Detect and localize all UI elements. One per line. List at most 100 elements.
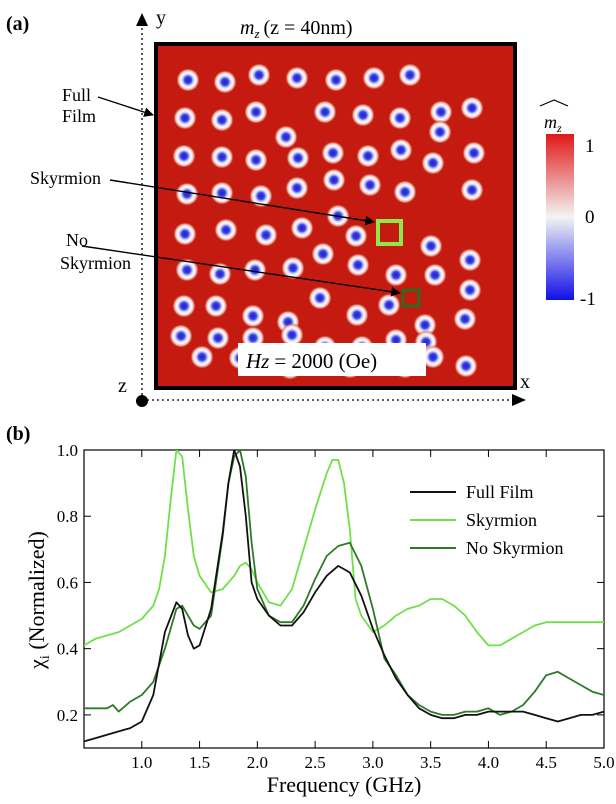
skyrmion: [208, 262, 232, 286]
skyrmion: [393, 180, 417, 204]
plot-series: [84, 450, 604, 743]
plot-axes: 1.0 1.5 2.0 2.5 3.0 3.5 4.0 4.5 5.0 0.2 0.4 0.6 0.8 1…: [57, 441, 615, 772]
x-tick-label: 5.0: [593, 753, 614, 772]
skyrmion: [173, 106, 197, 130]
skyrmion: [175, 258, 199, 282]
axis-z-label: z: [118, 375, 127, 397]
skyrmion: [175, 182, 199, 206]
skyrmion: [398, 63, 422, 87]
skyrmion: [358, 173, 382, 197]
skyrmion: [206, 326, 230, 350]
panel-b: (b) 1.0 1.5 2.0 2.5 3.0 3.5 4.0 4.5 5.0 0.2 0.4 0.6…: [6, 423, 615, 797]
colorbar-tick-bottom: -1: [580, 289, 596, 310]
skyrmion: [254, 223, 278, 247]
skyrmion: [345, 303, 369, 327]
y-tick-label: 0.8: [57, 507, 78, 526]
field-label: Hz = 2000 (Oe): [245, 349, 377, 373]
skyrmion: [460, 96, 484, 120]
panel-b-label: (b): [6, 423, 30, 445]
skyrmion: [311, 242, 335, 266]
skyrmion: [308, 286, 332, 310]
skyrmion: [322, 168, 346, 192]
skyrmion: [458, 248, 482, 272]
series-line-full-film: [84, 450, 604, 743]
skyrmion: [351, 103, 375, 127]
skyrmion: [453, 307, 477, 331]
y-tick-label: 1.0: [57, 441, 78, 460]
skyrmion: [428, 120, 452, 144]
skyrmion: [389, 138, 413, 162]
skyrmion: [346, 253, 370, 277]
x-tick-label: 2.0: [247, 753, 268, 772]
skyrmion: [458, 278, 482, 302]
skyrmion: [462, 141, 486, 165]
skyrmion: [423, 263, 447, 287]
skyrmion: [384, 263, 408, 287]
skyrmion: [280, 323, 304, 347]
y-axis-arrow-icon: [136, 13, 148, 26]
skyrmion: [173, 222, 197, 246]
skyrmion: [241, 304, 265, 328]
annot-skyrmion: Skyrmion: [30, 168, 101, 188]
axis-x-label: x: [520, 371, 530, 393]
skyrmion: [460, 178, 484, 202]
x-tick-label: 1.5: [189, 753, 210, 772]
skyrmion: [454, 354, 478, 378]
skyrmion: [286, 146, 310, 170]
colorbar-hat-icon: [539, 99, 569, 107]
skyrmion: [377, 293, 401, 317]
legend-label: No Skyrmion: [466, 538, 564, 558]
x-tick-label: 3.5: [420, 753, 441, 772]
y-tick-label: 0.6: [57, 573, 78, 592]
colorbar-title: mz: [544, 112, 562, 135]
annot-no-skyrmion-line2: Skyrmion: [60, 253, 131, 273]
skyrmion: [169, 324, 193, 348]
skyrmion: [413, 313, 437, 337]
series-line-skyrmion: [84, 450, 604, 647]
skyrmion: [243, 258, 267, 282]
skyrmion: [388, 106, 412, 130]
z-axis-dot-icon: [136, 395, 148, 407]
legend: Full Film Skyrmion No Skyrmion: [410, 482, 564, 558]
x-tick-label: 4.5: [536, 753, 557, 772]
skyrmion: [249, 184, 273, 208]
skyrmion: [362, 66, 386, 90]
skyrmion: [356, 144, 380, 168]
skyrmion-box: [376, 219, 403, 246]
no-skyrmion-arrow: [81, 245, 401, 297]
skyrmion: [421, 151, 445, 175]
x-axis-label: Frequency (GHz): [267, 772, 422, 797]
colorbar: mz 1 0 -1: [539, 99, 596, 310]
panel-a-label: (a): [6, 13, 29, 35]
skyrmion: [190, 345, 214, 369]
axis-y-label: y: [156, 7, 166, 29]
skyrmion: [285, 66, 309, 90]
skyrmion: [247, 63, 271, 87]
skyrmion: [213, 70, 237, 94]
skyrmion: [172, 294, 196, 318]
skyrmion: [321, 141, 345, 165]
y-tick-label: 0.4: [57, 640, 79, 659]
y-tick-label: 0.2: [57, 706, 78, 725]
skyrmion: [344, 224, 368, 248]
skyrmion: [281, 256, 305, 280]
x-tick-label: 4.0: [478, 753, 499, 772]
skyrmion: [244, 100, 268, 124]
colorbar-tick-mid: 0: [585, 207, 595, 228]
colorbar-scale: [546, 134, 574, 300]
skyrmion: [204, 294, 228, 318]
skyrmion: [210, 145, 234, 169]
x-tick-label: 2.5: [304, 753, 325, 772]
skyrmion: [274, 125, 298, 149]
skyrmion: [429, 100, 453, 124]
skyrmion: [421, 345, 445, 369]
skyrmion: [244, 148, 268, 172]
skyrmion-arrow: [109, 179, 375, 226]
legend-label: Skyrmion: [466, 510, 537, 530]
y-axis-label: χi (Normalized): [24, 531, 53, 670]
skyrmion: [214, 218, 238, 242]
annot-no-skyrmion-line1: No: [66, 230, 88, 250]
skyrmion: [210, 108, 234, 132]
series-line-no-skyrmion: [84, 450, 604, 716]
